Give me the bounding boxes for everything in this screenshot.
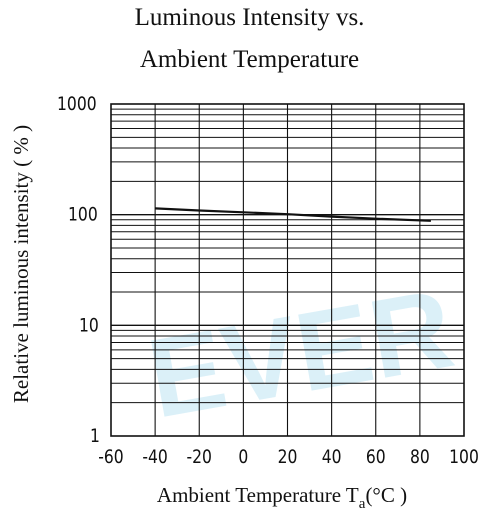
x-tick-label: 20 — [278, 447, 298, 469]
x-tick-label: 60 — [366, 447, 386, 469]
y-tick-label: 100 — [68, 204, 98, 226]
x-tick-labels: -60 -40 -20 0 20 40 60 80 100 — [98, 447, 479, 469]
chart-title-line-1: Luminous Intensity vs. — [134, 4, 365, 31]
x-tick-label: -40 — [142, 447, 167, 469]
series-group — [155, 207, 431, 222]
chart-title-line-2: Ambient Temperature — [139, 46, 360, 73]
x-tick-label: 100 — [449, 447, 479, 469]
y-tick-label: 1 — [90, 426, 100, 448]
x-tick-label: 80 — [410, 447, 430, 469]
x-axis-label-suffix: (°C ) — [365, 483, 407, 507]
x-tick-label: 0 — [238, 447, 248, 469]
series-line — [155, 207, 431, 222]
x-axis-label-prefix: Ambient Temperature T — [157, 483, 359, 507]
x-tick-label: -60 — [98, 447, 123, 469]
y-tick-label: 10 — [79, 315, 99, 337]
x-tick-label: -20 — [187, 447, 212, 469]
x-axis-label: Ambient Temperature Ta(°C ) — [157, 483, 407, 512]
x-tick-label: 40 — [322, 447, 342, 469]
plot-frame — [110, 103, 465, 437]
x-axis-label-subscript: a — [359, 496, 366, 512]
y-tick-labels: 1 10 100 1000 — [57, 94, 100, 448]
plot-border — [110, 103, 465, 437]
y-axis-label: Relative luminous intensity ( % ) — [9, 125, 33, 403]
grid-lines — [111, 104, 464, 436]
y-tick-label: 1000 — [57, 94, 97, 116]
